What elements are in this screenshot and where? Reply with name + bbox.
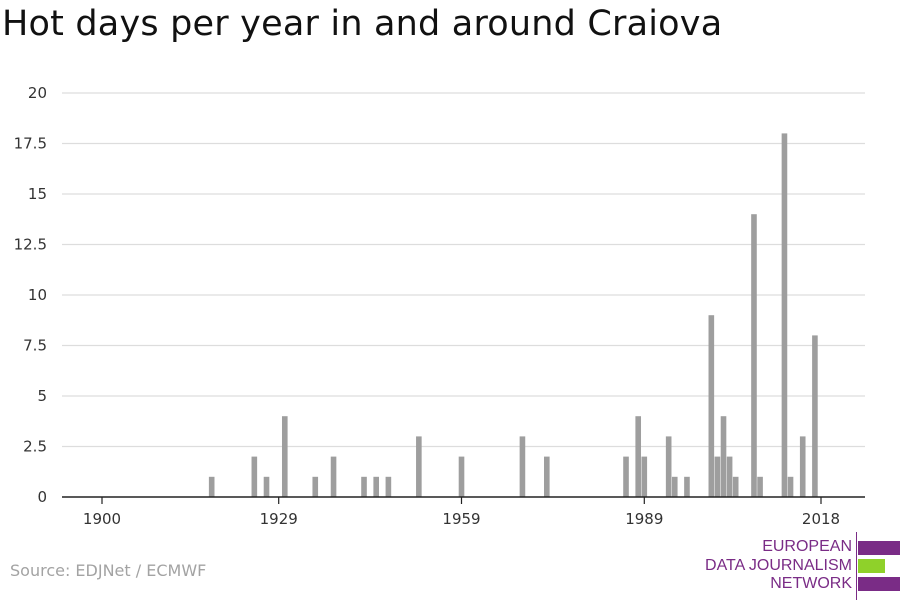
bar — [751, 214, 757, 497]
x-tick-label: 1929 — [260, 510, 298, 528]
bar — [263, 476, 270, 497]
bar — [458, 456, 465, 497]
bar — [757, 476, 763, 497]
bar — [373, 476, 379, 497]
logo-bar-bottom — [858, 577, 900, 591]
bar — [671, 476, 678, 497]
bar — [281, 416, 288, 497]
bar — [781, 133, 788, 497]
logo-line-2: DATA JOURNALISM — [705, 556, 852, 574]
logo-line-3: NETWORK — [770, 575, 852, 592]
bar — [330, 456, 337, 497]
bar — [787, 476, 794, 497]
y-tick-label: 10 — [28, 286, 47, 304]
bar — [726, 456, 733, 497]
y-axis-labels: 0 2.5 5 7.5 10 12.5 15 17.5 20 — [14, 84, 47, 506]
bar — [665, 436, 672, 497]
x-axis: 1900 1929 1959 1989 2018 — [62, 496, 865, 528]
bar — [799, 436, 806, 497]
y-tick-label: 2.5 — [23, 438, 47, 456]
x-tick-label: 1959 — [442, 510, 480, 528]
bar — [732, 476, 739, 497]
chart-title: Hot days per year in and around Craiova — [2, 4, 723, 44]
y-tick-label: 5 — [37, 387, 47, 405]
bar — [361, 476, 367, 497]
bar — [416, 436, 422, 497]
y-tick-label: 17.5 — [14, 135, 47, 153]
gridlines — [62, 92, 865, 448]
x-tick-label: 1989 — [625, 510, 663, 528]
logo-bar-top — [858, 541, 900, 555]
bar — [635, 416, 642, 497]
edjnet-logo[interactable]: EUROPEAN DATA JOURNALISM NETWORK — [700, 532, 900, 600]
logo-bar-middle — [858, 559, 885, 573]
bar — [251, 456, 258, 497]
bar — [684, 476, 690, 497]
bar — [385, 476, 392, 497]
logo-divider — [856, 532, 857, 600]
bar — [544, 456, 550, 497]
bar — [519, 436, 526, 497]
logo-line-1: EUROPEAN — [762, 538, 852, 555]
x-tick-label: 2018 — [802, 510, 840, 528]
bar — [312, 476, 319, 497]
x-tick-label: 1900 — [83, 510, 121, 528]
bar — [623, 456, 629, 497]
y-tick-label: 20 — [28, 84, 47, 102]
bar — [812, 335, 818, 497]
bar — [208, 476, 215, 497]
logo-text: EUROPEAN DATA JOURNALISM NETWORK — [705, 538, 852, 594]
y-tick-label: 15 — [28, 185, 47, 203]
y-tick-label: 0 — [37, 488, 47, 506]
bar — [714, 456, 721, 497]
y-tick-label: 7.5 — [23, 337, 47, 355]
bar — [708, 315, 715, 497]
bar — [641, 456, 648, 497]
bar — [720, 416, 727, 497]
bars — [208, 133, 818, 497]
y-tick-label: 12.5 — [14, 236, 47, 254]
source-note: Source: EDJNet / ECMWF — [10, 561, 207, 580]
